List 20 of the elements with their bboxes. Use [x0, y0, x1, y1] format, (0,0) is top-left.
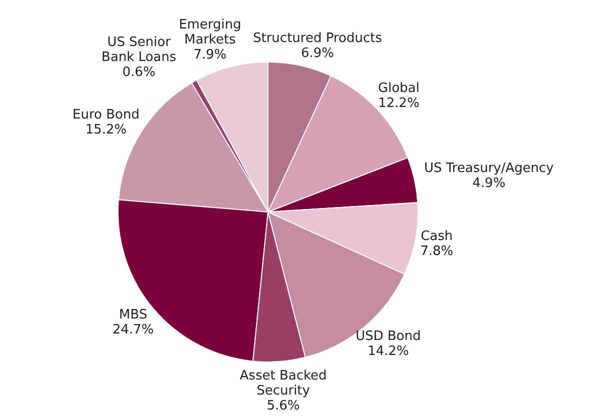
data-label: 12.2% [378, 96, 420, 111]
data-label: 0.6% [122, 65, 156, 80]
slice-label: Euro Bond [72, 107, 140, 122]
slice-label: Global [378, 80, 420, 96]
data-label: 24.7% [112, 322, 154, 338]
data-label: 4.9% [472, 176, 506, 192]
data-label: 6.9% [300, 46, 334, 61]
slice-label: Structured Products [252, 31, 382, 46]
data-label: 5.6% [266, 398, 300, 414]
slice-label: Emerging Markets [178, 17, 242, 48]
slice-label: USD Bond [356, 329, 421, 344]
slice-label: US Senior Bank Loans [102, 35, 177, 66]
data-label: 14.2% [368, 344, 409, 360]
slice-label: Asset Backed Security [240, 368, 327, 398]
data-label: 7.9% [194, 47, 227, 62]
data-label: 7.8% [420, 244, 454, 259]
slice-label: Cash [420, 228, 453, 244]
data-label: 15.2% [85, 122, 127, 138]
slice-label: MBS [119, 307, 148, 322]
slice-label: US Treasury/Agency [424, 161, 554, 176]
